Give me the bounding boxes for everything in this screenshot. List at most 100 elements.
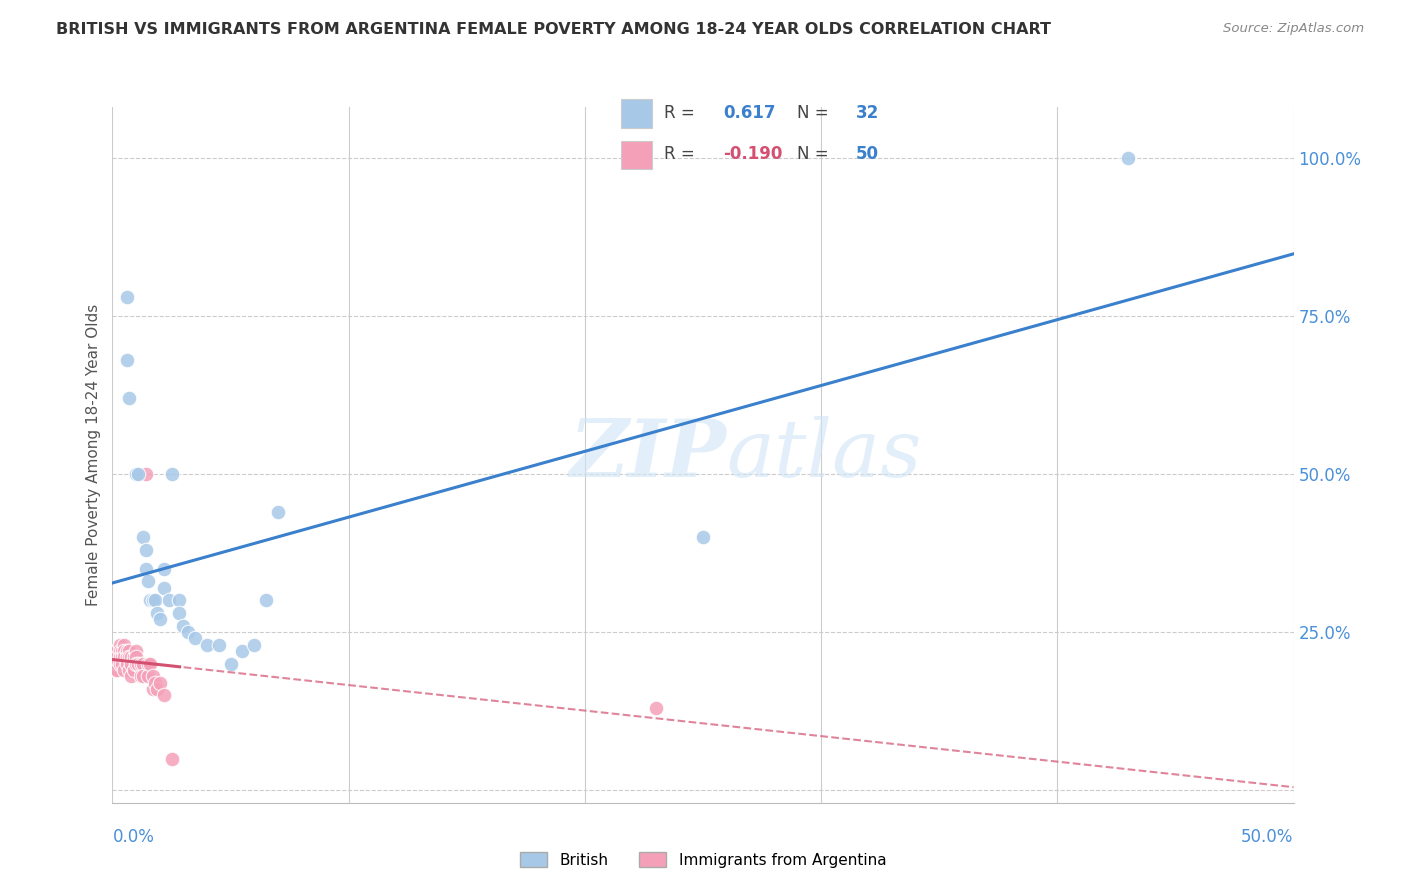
Point [125, 650, 148, 665]
Point [160, 751, 183, 765]
FancyBboxPatch shape [621, 141, 652, 169]
Point [132, 657, 155, 671]
Point [231, 644, 253, 658]
Point [118, 650, 141, 665]
Point [104, 644, 127, 658]
Point [243, 638, 266, 652]
Text: BRITISH VS IMMIGRANTS FROM ARGENTINA FEMALE POVERTY AMONG 18-24 YEAR OLDS CORREL: BRITISH VS IMMIGRANTS FROM ARGENTINA FEM… [56, 22, 1052, 37]
Point [115, 644, 138, 658]
Text: 0.0%: 0.0% [112, 828, 155, 846]
Point [149, 612, 172, 626]
Point [115, 657, 138, 671]
Point [118, 663, 141, 677]
Point [115, 353, 138, 368]
Point [146, 681, 169, 696]
Point [167, 593, 190, 607]
Point [135, 467, 157, 481]
Point [105, 644, 128, 658]
Text: 32: 32 [856, 104, 879, 122]
Point [111, 644, 134, 658]
Point [1116, 151, 1139, 165]
Point [115, 290, 138, 304]
Point [125, 644, 148, 658]
Point [160, 467, 183, 481]
Point [112, 650, 135, 665]
Point [167, 606, 190, 620]
Y-axis label: Female Poverty Among 18-24 Year Olds: Female Poverty Among 18-24 Year Olds [86, 304, 101, 606]
Text: -0.190: -0.190 [723, 145, 782, 163]
Point [139, 657, 162, 671]
Point [125, 467, 148, 481]
Point [136, 657, 159, 671]
Point [149, 675, 172, 690]
Point [111, 650, 134, 665]
Point [104, 657, 127, 671]
Point [142, 669, 165, 683]
Point [129, 657, 152, 671]
Point [108, 638, 131, 652]
Point [219, 657, 242, 671]
Point [115, 650, 138, 665]
Point [122, 650, 145, 665]
Text: 50.0%: 50.0% [1241, 828, 1294, 846]
Text: R =: R = [664, 104, 700, 122]
FancyBboxPatch shape [621, 99, 652, 128]
Point [122, 663, 145, 677]
Point [136, 669, 159, 683]
Point [112, 638, 135, 652]
Point [153, 562, 176, 576]
Text: ZIP: ZIP [569, 417, 727, 493]
Point [105, 663, 128, 677]
Point [195, 638, 218, 652]
Point [142, 593, 165, 607]
Point [120, 657, 142, 671]
Point [184, 632, 207, 646]
Point [644, 701, 666, 715]
Point [125, 657, 148, 671]
Point [129, 669, 152, 683]
Point [153, 688, 176, 702]
Point [104, 663, 127, 677]
Text: atlas: atlas [727, 417, 922, 493]
Text: Source: ZipAtlas.com: Source: ZipAtlas.com [1223, 22, 1364, 36]
Point [108, 650, 131, 665]
Point [135, 542, 157, 557]
Point [132, 530, 155, 544]
Point [254, 593, 277, 607]
Point [112, 663, 135, 677]
Point [105, 650, 128, 665]
Point [104, 650, 127, 665]
Point [132, 669, 155, 683]
Point [208, 638, 231, 652]
Text: R =: R = [664, 145, 700, 163]
Point [143, 675, 166, 690]
Point [136, 574, 159, 589]
Point [157, 593, 180, 607]
Point [127, 467, 149, 481]
Point [112, 644, 135, 658]
Point [111, 657, 134, 671]
Point [120, 669, 142, 683]
Text: N =: N = [797, 145, 834, 163]
Point [153, 581, 176, 595]
Point [135, 562, 157, 576]
Point [118, 644, 141, 658]
Point [143, 593, 166, 607]
Point [177, 625, 200, 640]
Point [142, 681, 165, 696]
Legend: British, Immigrants from Argentina: British, Immigrants from Argentina [512, 844, 894, 875]
Point [120, 650, 142, 665]
Text: N =: N = [797, 104, 834, 122]
Text: 0.617: 0.617 [723, 104, 776, 122]
Point [139, 593, 162, 607]
Point [692, 530, 714, 544]
Point [108, 644, 131, 658]
Point [172, 618, 194, 632]
Point [267, 505, 290, 519]
Point [118, 391, 141, 405]
Point [127, 657, 149, 671]
Point [146, 606, 169, 620]
Text: 50: 50 [856, 145, 879, 163]
Point [105, 657, 128, 671]
Point [108, 657, 131, 671]
